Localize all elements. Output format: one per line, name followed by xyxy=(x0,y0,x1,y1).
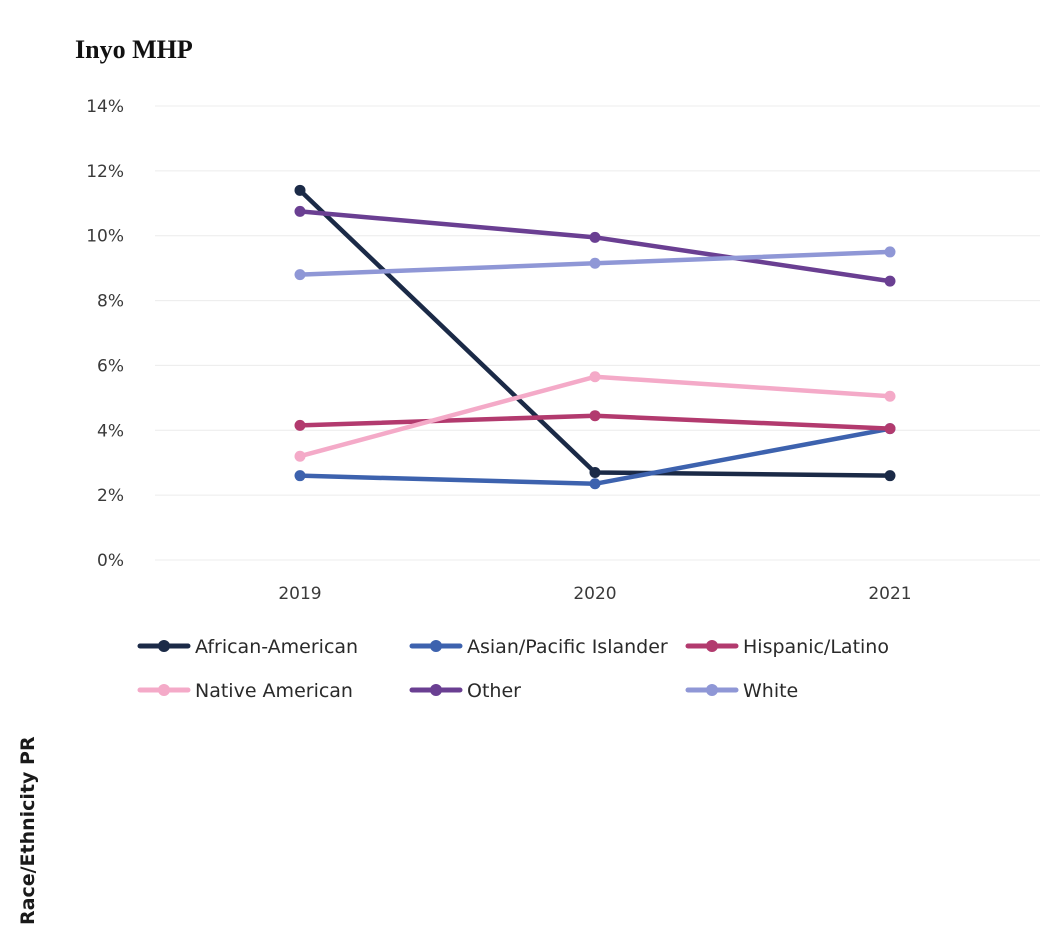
legend-item: African-American xyxy=(137,636,358,658)
legend: African-American Asian/Pacific Islander Hi… xyxy=(137,636,889,702)
legend-item: Asian/Pacific Islander xyxy=(409,636,668,658)
legend-marker xyxy=(706,640,718,652)
data-point xyxy=(589,478,601,490)
x-tick-label: 2019 xyxy=(278,584,321,604)
data-point xyxy=(294,470,306,482)
legend-label: Asian/Pacific Islander xyxy=(467,636,668,658)
y-tick-label: 0% xyxy=(97,551,124,571)
legend-label: Other xyxy=(467,680,521,702)
y-tick-label: 2% xyxy=(97,486,124,506)
legend-label: Native American xyxy=(195,680,353,702)
y-axis-ticks: 0% 2% 4% 6% 8% 10% 12% 14% xyxy=(86,97,124,571)
y-tick-label: 10% xyxy=(86,227,124,247)
legend-marker xyxy=(158,684,170,696)
chart-title: Inyo MHP xyxy=(75,35,193,64)
legend-item: White xyxy=(685,680,798,702)
data-point xyxy=(884,390,896,402)
legend-item: Other xyxy=(409,680,521,702)
data-point xyxy=(589,371,601,383)
legend-label: African-American xyxy=(195,636,358,658)
y-tick-label: 14% xyxy=(86,97,124,117)
data-point xyxy=(884,275,896,287)
series-african-american xyxy=(294,184,896,482)
x-tick-label: 2020 xyxy=(573,584,616,604)
data-point xyxy=(884,246,896,258)
series-lines xyxy=(294,184,896,490)
legend-marker xyxy=(430,640,442,652)
data-point xyxy=(884,470,896,482)
legend-marker xyxy=(430,684,442,696)
side-label: Race/Ethnicity PR xyxy=(17,736,39,925)
legend-item: Native American xyxy=(137,680,353,702)
data-point xyxy=(294,205,306,217)
data-point xyxy=(294,419,306,431)
series-hispanic-latino xyxy=(294,410,896,435)
y-tick-label: 4% xyxy=(97,421,124,441)
x-axis-ticks: 2019 2020 2021 xyxy=(278,584,911,604)
legend-marker xyxy=(706,684,718,696)
y-tick-label: 8% xyxy=(97,292,124,312)
legend-marker xyxy=(158,640,170,652)
data-point xyxy=(589,466,601,478)
y-tick-label: 6% xyxy=(97,356,124,376)
data-point xyxy=(589,231,601,243)
series-native-american xyxy=(294,371,896,462)
data-point xyxy=(589,257,601,269)
legend-label: Hispanic/Latino xyxy=(743,636,889,658)
data-point xyxy=(294,450,306,462)
series-other xyxy=(294,205,896,287)
data-point xyxy=(884,423,896,435)
legend-item: Hispanic/Latino xyxy=(685,636,889,658)
data-point xyxy=(294,269,306,281)
legend-label: White xyxy=(743,680,798,702)
data-point xyxy=(294,184,306,196)
x-tick-label: 2021 xyxy=(868,584,911,604)
gridlines xyxy=(155,105,1040,561)
y-tick-label: 12% xyxy=(86,162,124,182)
series-white xyxy=(294,246,896,281)
data-point xyxy=(589,410,601,422)
